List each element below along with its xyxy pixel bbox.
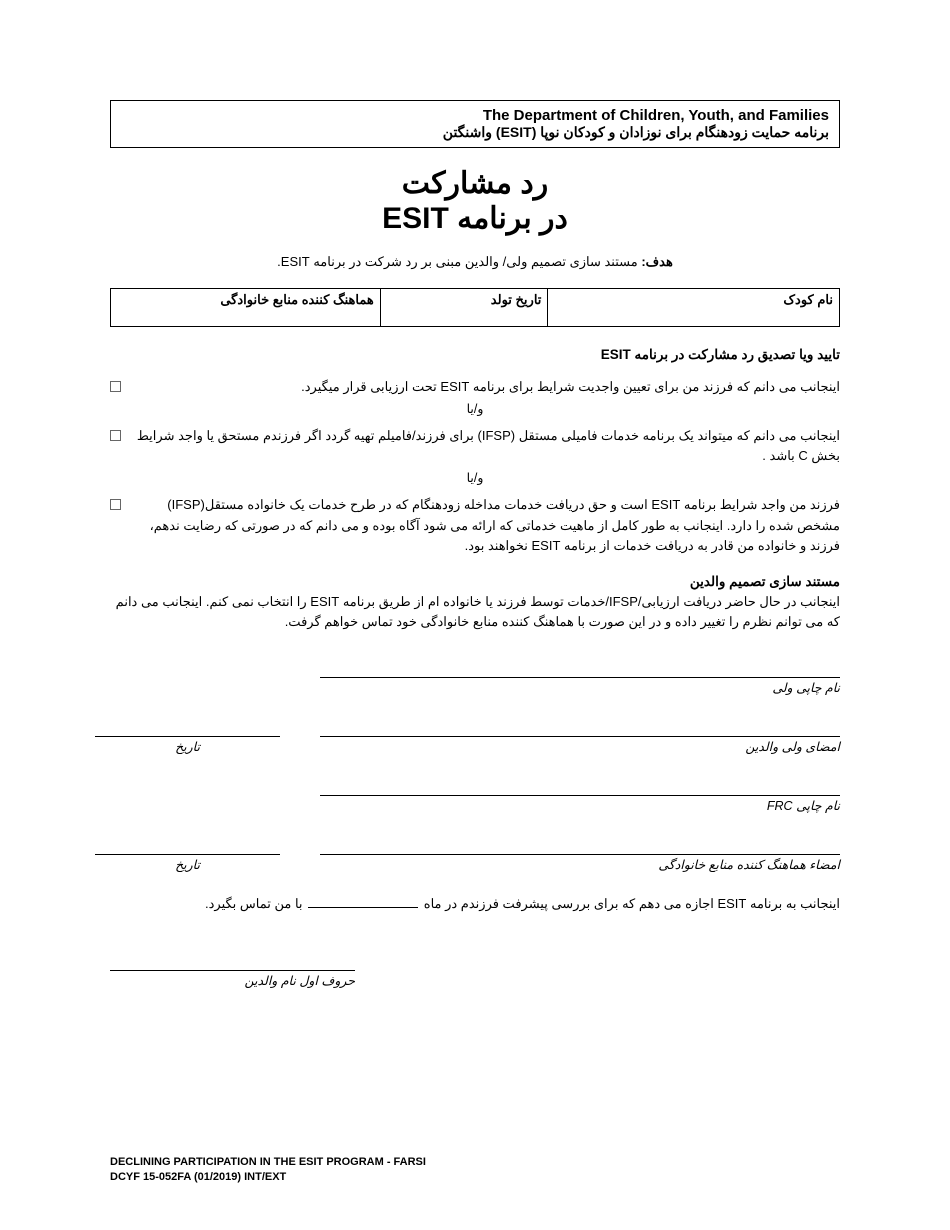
ack-item-2: اینجانب می دانم که میتواند یک برنامه خدم… [110,426,840,466]
line-frc-sign[interactable] [320,835,840,855]
label-frc-date: تاریخ [95,855,280,872]
label-parent-initials: حروف اول نام والدین [110,971,355,988]
purpose-text: مستند سازی تصمیم ولی/ والدین مبنی بر رد … [277,254,638,269]
label-child-name: نام کودک [783,292,833,307]
line-frc-date[interactable] [95,835,280,855]
label-frc-print: نام چاپی FRC [320,796,840,813]
ack-item-3: فرزند من واجد شرایط برنامه ESIT است و حق… [110,495,840,555]
header-box: The Department of Children, Youth, and F… [110,100,840,148]
ack-item-2-text: اینجانب می دانم که میتواند یک برنامه خدم… [131,426,840,466]
label-parent-print: نام چاپی ولی [320,678,840,695]
footer-line1: DECLINING PARTICIPATION IN THE ESIT PROG… [110,1155,426,1169]
checkbox-icon[interactable] [110,499,121,510]
line-parent-print[interactable] [320,658,840,678]
permit-sentence: اینجانب به برنامه ESIT اجازه می دهم که ب… [110,894,840,915]
line-frc-print[interactable] [320,776,840,796]
ack-item-1: اینجانب می دانم که فرزند من برای تعیین و… [110,377,840,397]
purpose-line: هدف: مستند سازی تصمیم ولی/ والدین مبنی ب… [110,254,840,270]
cell-child-name[interactable]: نام کودک [548,289,840,327]
purpose-label: هدف: [641,254,672,269]
checkbox-icon[interactable] [110,381,121,392]
sig-parent-print: نام چاپی ولی [110,658,840,695]
label-frc: هماهنگ کننده منابع خانوادگی [220,292,373,307]
doc-title-line1: رد مشارکت [110,166,840,201]
label-frc-sign: امضاء هماهنگ کننده منابع خانوادگی [320,855,840,872]
line-parent-initials[interactable] [110,951,355,971]
ack-item-1-text: اینجانب می دانم که فرزند من برای تعیین و… [131,377,840,397]
blank-month[interactable] [308,907,418,908]
cell-dob[interactable]: تاریخ تولد [380,289,548,327]
ack-item-3-text: فرزند من واجد شرایط برنامه ESIT است و حق… [131,495,840,555]
sig-frc-sign-row: امضاء هماهنگ کننده منابع خانوادگی تاریخ [110,835,840,872]
permit-part2: با من تماس بگیرد. [205,896,306,911]
doc-title-line2: در برنامه ESIT [110,201,840,236]
checkbox-icon[interactable] [110,430,121,441]
sig-frc-print: نام چاپی FRC [110,776,840,813]
andor-1: و/یا [110,401,840,416]
footer: DECLINING PARTICIPATION IN THE ESIT PROG… [110,1155,426,1184]
decision-text: اینجانب در حال حاضر دریافت ارزیابی/IFSP/… [110,592,840,632]
dept-name-en: The Department of Children, Youth, and F… [121,107,829,124]
label-parent-sign: امضای ولی والدین [320,737,840,754]
decision-heading: مستند سازی تصمیم والدین [110,574,840,590]
program-name-fa: برنامه حمایت زودهنگام برای نوزادان و کود… [121,124,829,141]
label-dob: تاریخ تولد [491,292,542,307]
label-parent-date: تاریخ [95,737,280,754]
footer-line2: DCYF 15-052FA (01/2019) INT/EXT [110,1170,426,1184]
line-parent-date[interactable] [95,717,280,737]
line-parent-sign[interactable] [320,717,840,737]
parent-initials: حروف اول نام والدین [110,951,355,988]
andor-2: و/یا [110,470,840,485]
cell-frc[interactable]: هماهنگ کننده منابع خانوادگی [111,289,381,327]
ack-heading: تایید ویا تصدیق رد مشارکت در برنامه ESIT [110,347,840,363]
info-table: نام کودک تاریخ تولد هماهنگ کننده منابع خ… [110,288,840,327]
sig-parent-sign-row: امضای ولی والدین تاریخ [110,717,840,754]
permit-part1: اینجانب به برنامه ESIT اجازه می دهم که ب… [420,896,840,911]
